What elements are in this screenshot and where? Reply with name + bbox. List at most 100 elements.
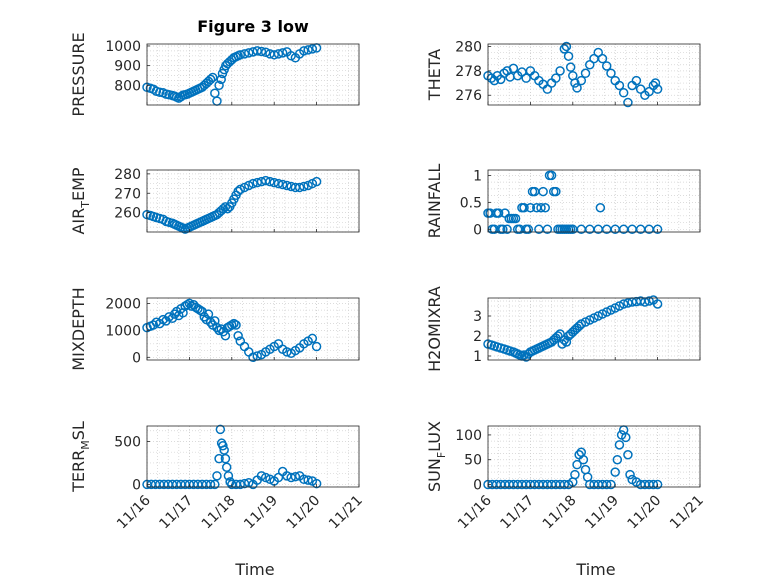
- axes-box: [487, 425, 701, 488]
- y-axis-label: MIXDEPTH: [69, 287, 88, 370]
- data-point: [307, 44, 318, 54]
- data-point: [565, 62, 576, 72]
- y-tick-label: 0: [473, 478, 482, 494]
- data-point: [214, 453, 224, 464]
- data-point: [214, 325, 224, 336]
- y-tick-label: 500: [114, 434, 141, 450]
- data-point: [502, 224, 512, 235]
- data-point: [644, 296, 654, 306]
- x-tick-label: 11/18: [540, 493, 580, 533]
- axes-box: [487, 43, 701, 106]
- y-tick-label: 1: [473, 168, 482, 184]
- data-point: [260, 472, 271, 483]
- data-point: [561, 41, 572, 52]
- data-point: [205, 317, 216, 328]
- y-tick-label: 2: [473, 329, 482, 345]
- data-point: [229, 318, 239, 329]
- data-point: [525, 202, 536, 213]
- data-point: [260, 175, 271, 186]
- data-point: [307, 333, 318, 344]
- subplot-rainfall: 0 0.5 1 RAINFALL: [425, 164, 701, 238]
- data-point: [551, 186, 561, 197]
- y-tick-label: 260: [114, 206, 141, 222]
- data-point: [493, 208, 504, 218]
- data-point: [277, 48, 288, 58]
- data-point: [311, 341, 322, 352]
- data-point: [601, 61, 612, 71]
- data-point: [223, 471, 234, 481]
- axes-box: [146, 425, 360, 488]
- data-point: [542, 224, 553, 235]
- data-point: [486, 73, 497, 83]
- data-point: [572, 83, 582, 93]
- axes-box: [487, 169, 701, 233]
- data-point: [233, 330, 243, 341]
- data-point: [508, 63, 519, 74]
- x-tick-label: 11/18: [199, 493, 239, 533]
- data-point: [623, 450, 633, 460]
- data-point: [227, 320, 237, 330]
- data-point: [538, 186, 548, 197]
- subplot-h2omixra: 1 2 3 H2OMIXRA: [425, 286, 701, 372]
- data-point: [248, 352, 258, 363]
- data-point: [215, 424, 226, 435]
- data-point: [265, 176, 275, 187]
- data-point: [489, 75, 500, 86]
- y-tick-label: 1000: [105, 323, 141, 339]
- data-point: [235, 50, 246, 60]
- data-point: [273, 178, 284, 189]
- data-point: [563, 51, 574, 61]
- x-tick-label: 11/17: [156, 493, 196, 533]
- data-point: [652, 299, 663, 309]
- data-point: [269, 177, 279, 188]
- data-point: [311, 176, 322, 187]
- data-point: [650, 78, 661, 88]
- data-point: [299, 46, 309, 56]
- data-point: [218, 441, 228, 451]
- data-point: [221, 462, 232, 472]
- data-point: [597, 53, 608, 64]
- y-axis-label: H2OMIXRA: [425, 286, 444, 372]
- x-tick-label: 11/21: [667, 493, 707, 533]
- data-point: [576, 75, 587, 86]
- data-point: [244, 48, 254, 58]
- data-point: [559, 44, 570, 54]
- data-point: [614, 440, 625, 450]
- data-point: [299, 181, 309, 192]
- data-point: [252, 177, 262, 188]
- data-point: [536, 202, 546, 213]
- data-point: [299, 474, 309, 485]
- subplot-mixdepth: 0 1000 2000 MIXDEPTH: [69, 287, 360, 371]
- data-point: [294, 182, 305, 193]
- data-point: [601, 479, 612, 490]
- data-point: [621, 432, 631, 443]
- data-point: [277, 179, 288, 190]
- data-point: [205, 479, 216, 490]
- y-axis-label: SUNFLUX: [425, 421, 448, 492]
- data-point: [148, 320, 159, 330]
- y-tick-label: 278: [455, 64, 482, 80]
- x-tick-label: 11/20: [284, 493, 324, 533]
- data-point: [219, 445, 229, 455]
- data-point: [260, 47, 271, 58]
- data-point: [540, 202, 550, 213]
- data-point: [612, 454, 623, 465]
- data-point: [311, 478, 322, 489]
- y-tick-label: 3: [473, 309, 482, 325]
- figure-title: Figure 3 low: [197, 17, 309, 36]
- data-point: [625, 469, 635, 480]
- data-point: [519, 202, 529, 213]
- y-axis-label: THETA: [425, 49, 444, 101]
- x-tick-label: 11/17: [497, 493, 537, 533]
- data-point: [214, 80, 224, 91]
- data-point: [195, 305, 205, 315]
- subplot-air_temp: 260 270 280 AIRTEMP: [69, 167, 360, 235]
- y-tick-label: 800: [114, 78, 141, 94]
- x-axis-label: Time: [575, 560, 615, 579]
- data-point: [210, 479, 220, 490]
- data-point: [154, 87, 165, 97]
- data-point: [498, 224, 508, 235]
- data-point: [521, 73, 531, 83]
- y-tick-label: 0: [473, 222, 482, 238]
